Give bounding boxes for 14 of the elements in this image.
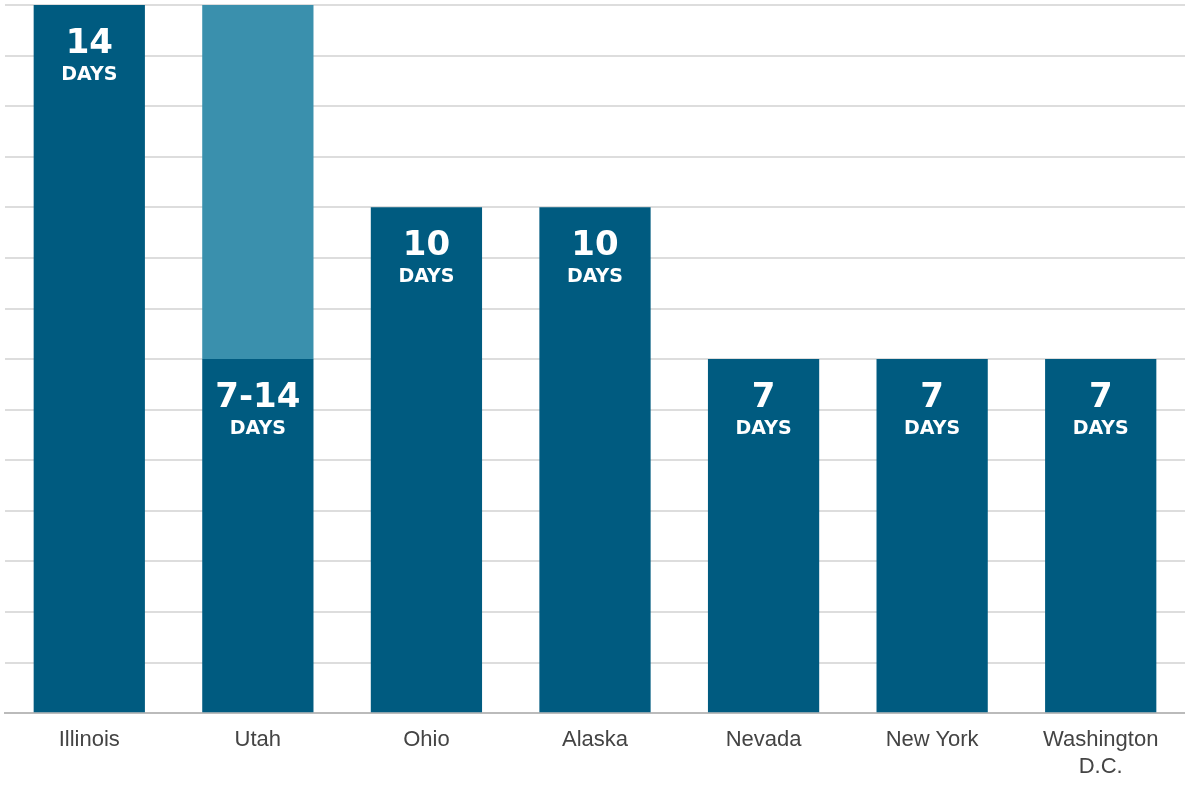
data-label: 7-14 DAYS bbox=[215, 375, 301, 439]
x-tick-label: Alaska bbox=[561, 726, 629, 752]
x-tick-label: Utah bbox=[234, 726, 282, 752]
data-label: 7 DAYS bbox=[1072, 375, 1129, 439]
data-label: 7 DAYS bbox=[904, 375, 961, 439]
data-label: 10 DAYS bbox=[566, 223, 624, 287]
data-label: 10 DAYS bbox=[398, 223, 455, 287]
data-label: 7 DAYS bbox=[735, 375, 792, 439]
x-tick-label: Washington D.C. bbox=[1043, 726, 1159, 778]
x-tick-label: Nevada bbox=[725, 726, 803, 752]
x-tick-label: Ohio bbox=[403, 726, 450, 752]
data-label: 14 DAYS bbox=[61, 21, 118, 84]
x-tick-label: New York bbox=[885, 726, 980, 752]
x-tick-label: Illinois bbox=[58, 726, 120, 752]
